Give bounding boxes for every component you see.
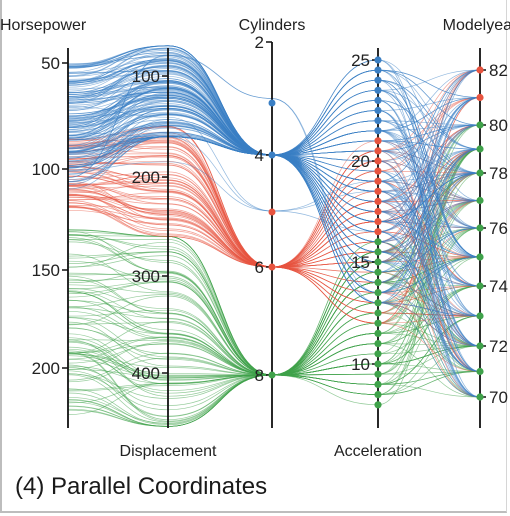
- tick-label: 100: [132, 67, 160, 86]
- figure-caption: (4) Parallel Coordinates: [15, 473, 267, 501]
- tick-label: 200: [32, 359, 60, 378]
- tick-label: 150: [32, 261, 60, 280]
- tick-label: 82: [489, 61, 508, 80]
- acceleration-point: [374, 147, 381, 154]
- data-line: [68, 296, 480, 375]
- axis-title: Horsepower: [0, 17, 87, 34]
- cylinder-node: [269, 209, 276, 216]
- cylinder-node: [269, 100, 276, 107]
- modelyear-point: [476, 282, 483, 289]
- tick-label: 100: [32, 160, 60, 179]
- modelyear-point: [476, 342, 483, 349]
- acceleration-point: [374, 208, 381, 215]
- modelyear-point: [476, 312, 483, 319]
- modelyear-point: [476, 224, 483, 231]
- tick-label: 6: [255, 258, 264, 277]
- acceleration-point: [374, 381, 381, 388]
- acceleration-point: [374, 77, 381, 84]
- tick-label: 50: [41, 54, 60, 73]
- acceleration-point: [374, 56, 381, 63]
- modelyear-point: [476, 393, 483, 400]
- acceleration-point: [374, 178, 381, 185]
- tick-label: 25: [351, 51, 370, 70]
- axis-title: Displacement: [120, 443, 217, 460]
- acceleration-point: [374, 360, 381, 367]
- acceleration-point: [374, 87, 381, 94]
- acceleration-point: [374, 67, 381, 74]
- modelyear-point: [476, 121, 483, 128]
- acceleration-point: [374, 289, 381, 296]
- tick-label: 300: [132, 267, 160, 286]
- tick-label: 8: [255, 366, 264, 385]
- acceleration-point: [374, 299, 381, 306]
- modelyear-point: [476, 368, 483, 375]
- axis-title: Acceleration: [334, 443, 422, 460]
- tick-label: 400: [132, 364, 160, 383]
- acceleration-point: [374, 238, 381, 245]
- acceleration-point: [374, 320, 381, 327]
- tick-label: 80: [489, 116, 508, 135]
- parallel-coordinates-chart: Horsepower 50 100 150 200 Displacement 100 200 3…: [0, 0, 510, 470]
- cylinder-node: [269, 372, 276, 379]
- modelyear-point: [476, 145, 483, 152]
- acceleration-point: [374, 188, 381, 195]
- acceleration-point: [374, 107, 381, 114]
- acceleration-point: [374, 279, 381, 286]
- acceleration-point: [374, 137, 381, 144]
- acceleration-point: [374, 269, 381, 276]
- acceleration-point: [374, 117, 381, 124]
- axis-title: Modelyear: [443, 17, 510, 34]
- acceleration-point: [374, 198, 381, 205]
- acceleration-point: [374, 97, 381, 104]
- acceleration-point: [374, 218, 381, 225]
- tick-label: 2: [255, 33, 264, 52]
- acceleration-point: [374, 391, 381, 398]
- modelyear-point: [476, 253, 483, 260]
- cylinder-node: [269, 152, 276, 159]
- acceleration-point: [374, 340, 381, 347]
- tick-label: 20: [351, 152, 370, 171]
- acceleration-point: [374, 258, 381, 265]
- tick-label: 15: [351, 253, 370, 272]
- acceleration-point: [374, 157, 381, 164]
- tick-label: 76: [489, 219, 508, 238]
- tick-label: 200: [132, 168, 160, 187]
- acceleration-point: [374, 350, 381, 357]
- modelyear-point: [476, 94, 483, 101]
- acceleration-point: [374, 401, 381, 408]
- acceleration-point: [374, 371, 381, 378]
- tick-label: 4: [255, 146, 264, 165]
- acceleration-point: [374, 228, 381, 235]
- modelyear-point: [476, 197, 483, 204]
- tick-label: 72: [489, 337, 508, 356]
- acceleration-point: [374, 330, 381, 337]
- acceleration-point: [374, 127, 381, 134]
- acceleration-point: [374, 168, 381, 175]
- tick-label: 74: [489, 277, 508, 296]
- modelyear-point: [476, 169, 483, 176]
- tick-label: 70: [489, 388, 508, 407]
- acceleration-point: [374, 309, 381, 316]
- acceleration-point: [374, 248, 381, 255]
- cylinder-node: [269, 264, 276, 271]
- modelyear-point: [476, 66, 483, 73]
- axis-title: Cylinders: [239, 17, 306, 34]
- tick-label: 78: [489, 164, 508, 183]
- tick-label: 10: [351, 355, 370, 374]
